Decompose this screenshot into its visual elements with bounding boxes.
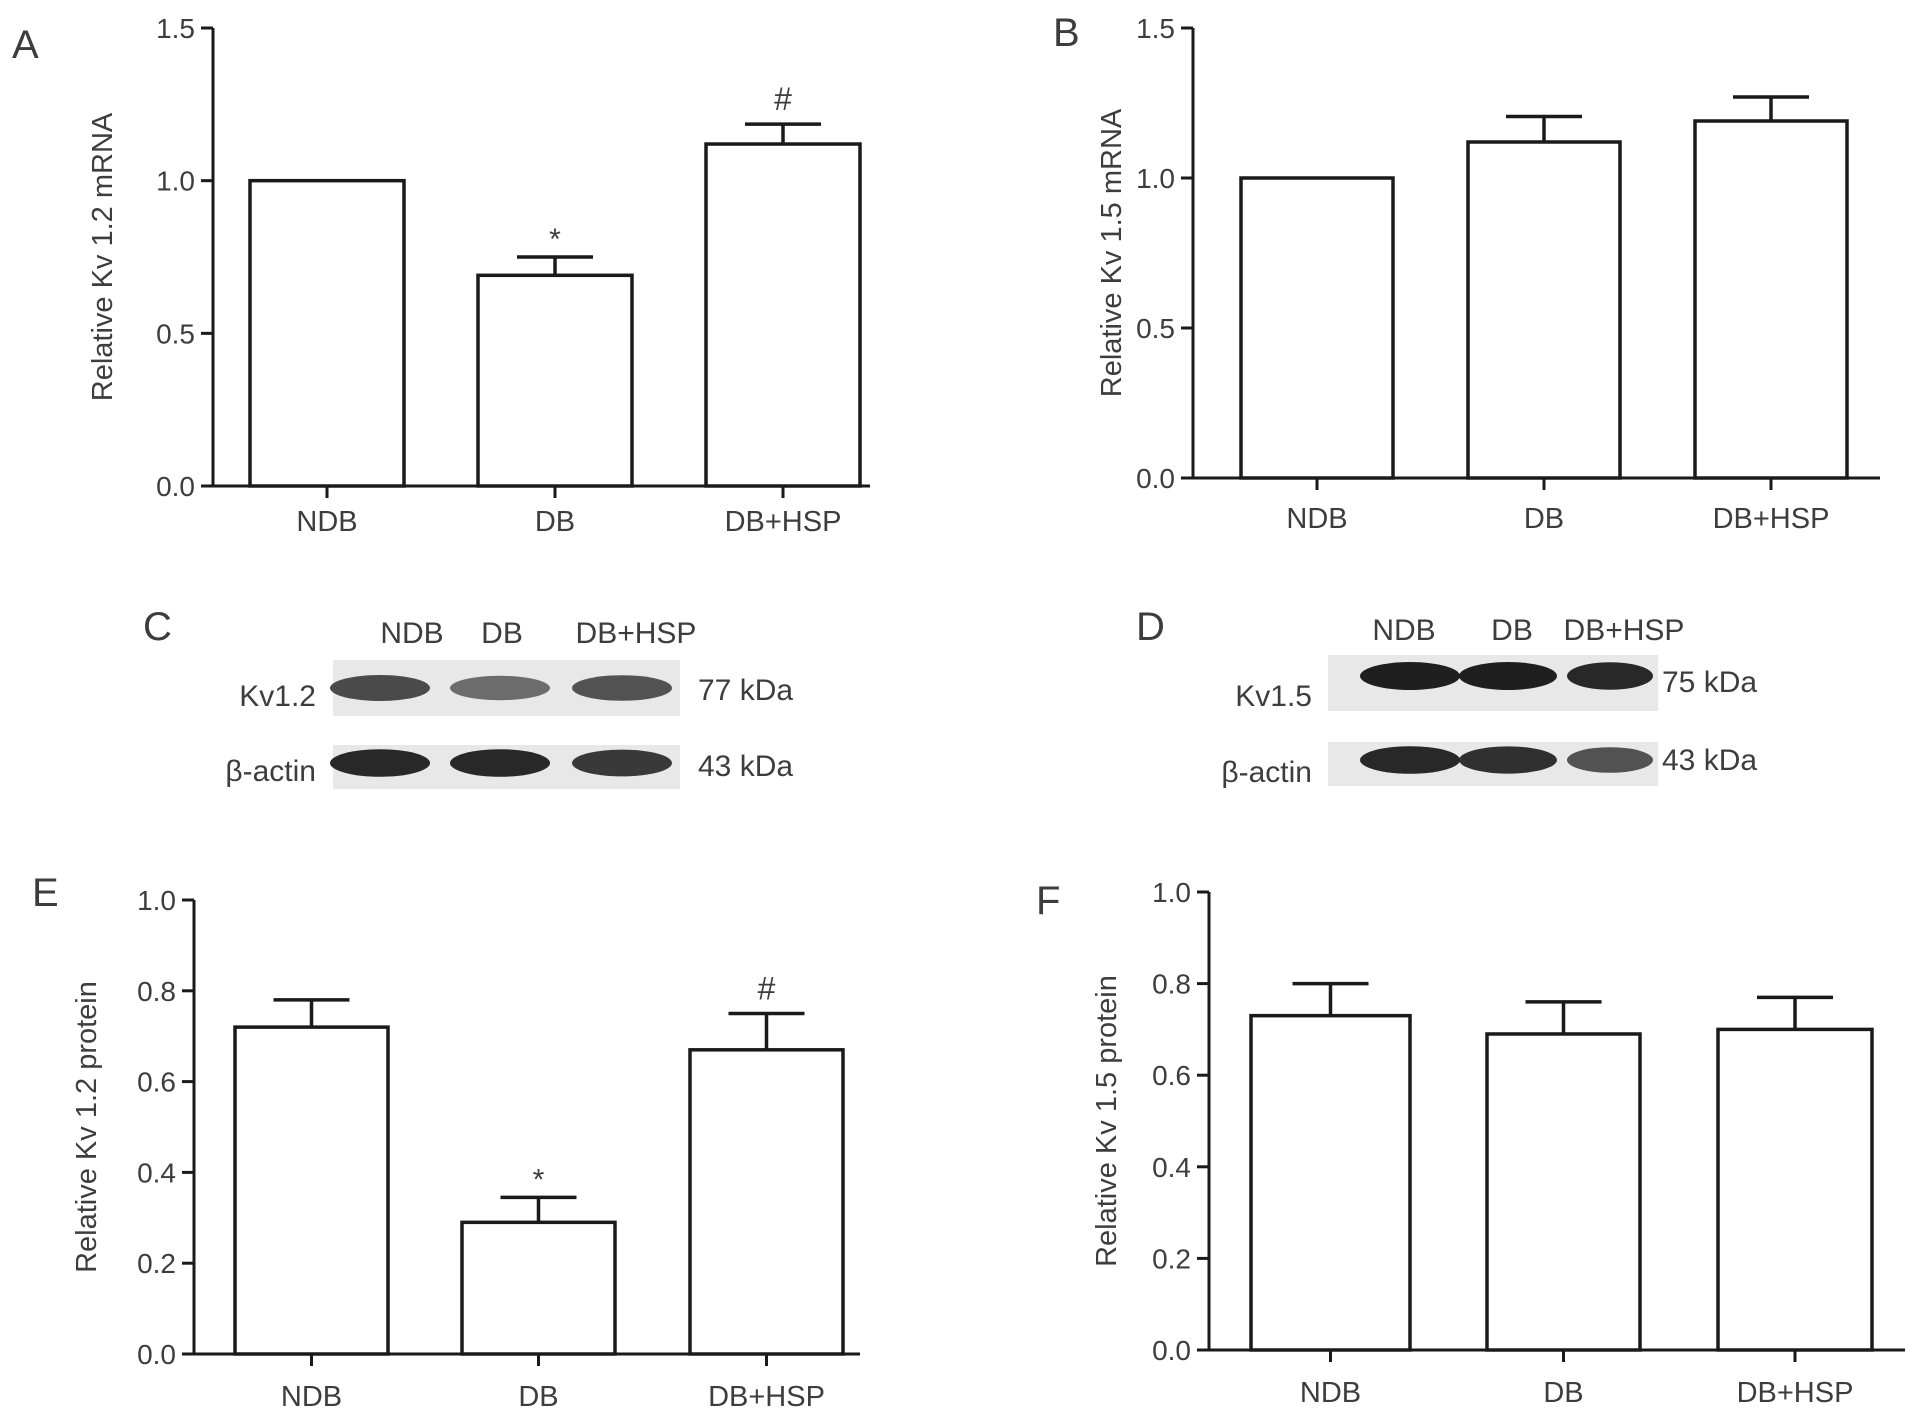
- y-tick-label: 0.0: [1136, 463, 1175, 494]
- panel-letter: B: [1053, 11, 1080, 55]
- bar: [1485, 1032, 1642, 1352]
- blot-band: [1459, 662, 1557, 690]
- significance-marker: #: [774, 81, 792, 117]
- blot-band: [572, 749, 672, 777]
- y-tick-label: 0.6: [137, 1067, 176, 1098]
- bar: [704, 142, 862, 488]
- bar: [1693, 119, 1849, 480]
- y-tick-label: 0.0: [156, 471, 195, 502]
- significance-marker: #: [758, 971, 776, 1007]
- y-tick-label: 0.5: [156, 318, 195, 349]
- molecular-weight-label: 77 kDa: [698, 674, 793, 707]
- y-axis-label: Relative Kv 1.2 mRNA: [87, 112, 119, 401]
- blot-row-label: Kv1.2: [239, 680, 316, 713]
- significance-marker: *: [549, 223, 561, 256]
- panel-letter: C: [143, 605, 172, 649]
- molecular-weight-label: 43 kDa: [1662, 744, 1757, 777]
- blot-strip: [330, 660, 680, 716]
- x-tick-label: NDB: [1286, 503, 1347, 535]
- lane-label: DB: [1491, 614, 1533, 647]
- y-tick-label: 0.4: [137, 1157, 176, 1188]
- significance-marker: *: [533, 1163, 545, 1196]
- x-tick-label: DB+HSP: [708, 1381, 825, 1413]
- lane-label: DB: [481, 617, 523, 650]
- x-tick-label: NDB: [281, 1381, 342, 1413]
- blot-band: [330, 675, 430, 701]
- chart-panel-e: E 0.0 0.2 0.4 0.6 0.8 1.0 Relative Kv 1.2 prote…: [32, 871, 860, 1413]
- y-axis-label: Relative Kv 1.2 protein: [71, 981, 103, 1273]
- blot-band: [1567, 747, 1653, 773]
- blot-band: [1360, 662, 1460, 690]
- bar: [460, 1220, 617, 1356]
- panel-letter: D: [1136, 605, 1165, 649]
- molecular-weight-label: 75 kDa: [1662, 666, 1757, 699]
- blot-band: [1567, 662, 1653, 690]
- lane-label: DB+HSP: [1564, 614, 1685, 647]
- y-tick-label: 0.4: [1152, 1152, 1191, 1183]
- y-tick-label: 1.0: [1136, 163, 1175, 194]
- molecular-weight-label: 43 kDa: [698, 750, 793, 783]
- blot-row-label: β-actin: [1221, 756, 1312, 789]
- bar: [1239, 176, 1395, 480]
- panel-letter: E: [32, 871, 59, 915]
- x-tick-label: DB: [1524, 503, 1564, 535]
- chart-panel-f: F 0.0 0.2 0.4 0.6 0.8 1.0 Relative Kv 1.5 prote…: [1036, 877, 1905, 1409]
- y-tick-label: 0.8: [137, 976, 176, 1007]
- x-tick-label: DB+HSP: [1737, 1377, 1854, 1409]
- blot-band: [450, 675, 550, 701]
- y-tick-label: 0.6: [1152, 1060, 1191, 1091]
- x-tick-label: DB: [518, 1381, 558, 1413]
- western-blot-panel-c: C NDB DB DB+HSP Kv1.2 77 kDa β-actin 43 kDa: [143, 605, 793, 789]
- y-tick-label: 0.0: [1152, 1335, 1191, 1366]
- panel-letter: F: [1036, 879, 1060, 923]
- y-tick-label: 0.2: [1152, 1243, 1191, 1274]
- lane-label: NDB: [380, 617, 443, 650]
- bar: [476, 273, 634, 488]
- blot-strip: [1328, 655, 1658, 711]
- x-tick-label: NDB: [296, 506, 357, 538]
- y-tick-label: 0.2: [137, 1248, 176, 1279]
- chart-panel-b: B 0.0 0.5 1.0 1.5 Relative Kv 1.5 mRNA NDB DB DB…: [1053, 11, 1880, 535]
- y-tick-label: 0.0: [137, 1339, 176, 1370]
- lane-label: DB+HSP: [576, 617, 697, 650]
- x-tick-label: DB+HSP: [725, 506, 842, 538]
- bar: [1249, 1013, 1412, 1352]
- chart-panel-a: A 0.0 0.5 1.0 1.5 Relative Kv 1.2 mRNA NDB DB * D…: [12, 13, 870, 538]
- x-tick-label: DB: [1543, 1377, 1583, 1409]
- blot-band: [450, 749, 550, 777]
- lane-label: NDB: [1372, 614, 1435, 647]
- bar: [233, 1025, 390, 1356]
- y-tick-label: 1.5: [1136, 13, 1175, 44]
- y-tick-label: 1.0: [137, 885, 176, 916]
- blot-strip: [1328, 742, 1658, 786]
- blot-row-label: β-actin: [225, 755, 316, 788]
- y-tick-label: 0.8: [1152, 969, 1191, 1000]
- panel-letter: A: [12, 23, 39, 67]
- blot-band: [572, 675, 672, 701]
- bar: [1466, 140, 1622, 480]
- bar: [688, 1048, 845, 1356]
- y-axis-label: Relative Kv 1.5 mRNA: [1096, 108, 1128, 397]
- blot-strip: [330, 745, 680, 789]
- y-tick-label: 1.5: [156, 13, 195, 44]
- y-tick-label: 1.0: [1152, 877, 1191, 908]
- blot-band: [1459, 746, 1557, 774]
- blot-band: [1360, 746, 1460, 774]
- x-tick-label: DB+HSP: [1713, 503, 1830, 535]
- bar: [248, 178, 406, 488]
- y-axis-label: Relative Kv 1.5 protein: [1091, 975, 1123, 1267]
- blot-band: [330, 749, 430, 777]
- western-blot-panel-d: D NDB DB DB+HSP Kv1.5 75 kDa β-actin 43 kDa: [1136, 605, 1757, 789]
- x-tick-label: DB: [535, 506, 575, 538]
- bar: [1716, 1027, 1874, 1352]
- y-tick-label: 1.0: [156, 166, 195, 197]
- blot-row-label: Kv1.5: [1235, 680, 1312, 713]
- x-tick-label: NDB: [1300, 1377, 1361, 1409]
- y-tick-label: 0.5: [1136, 313, 1175, 344]
